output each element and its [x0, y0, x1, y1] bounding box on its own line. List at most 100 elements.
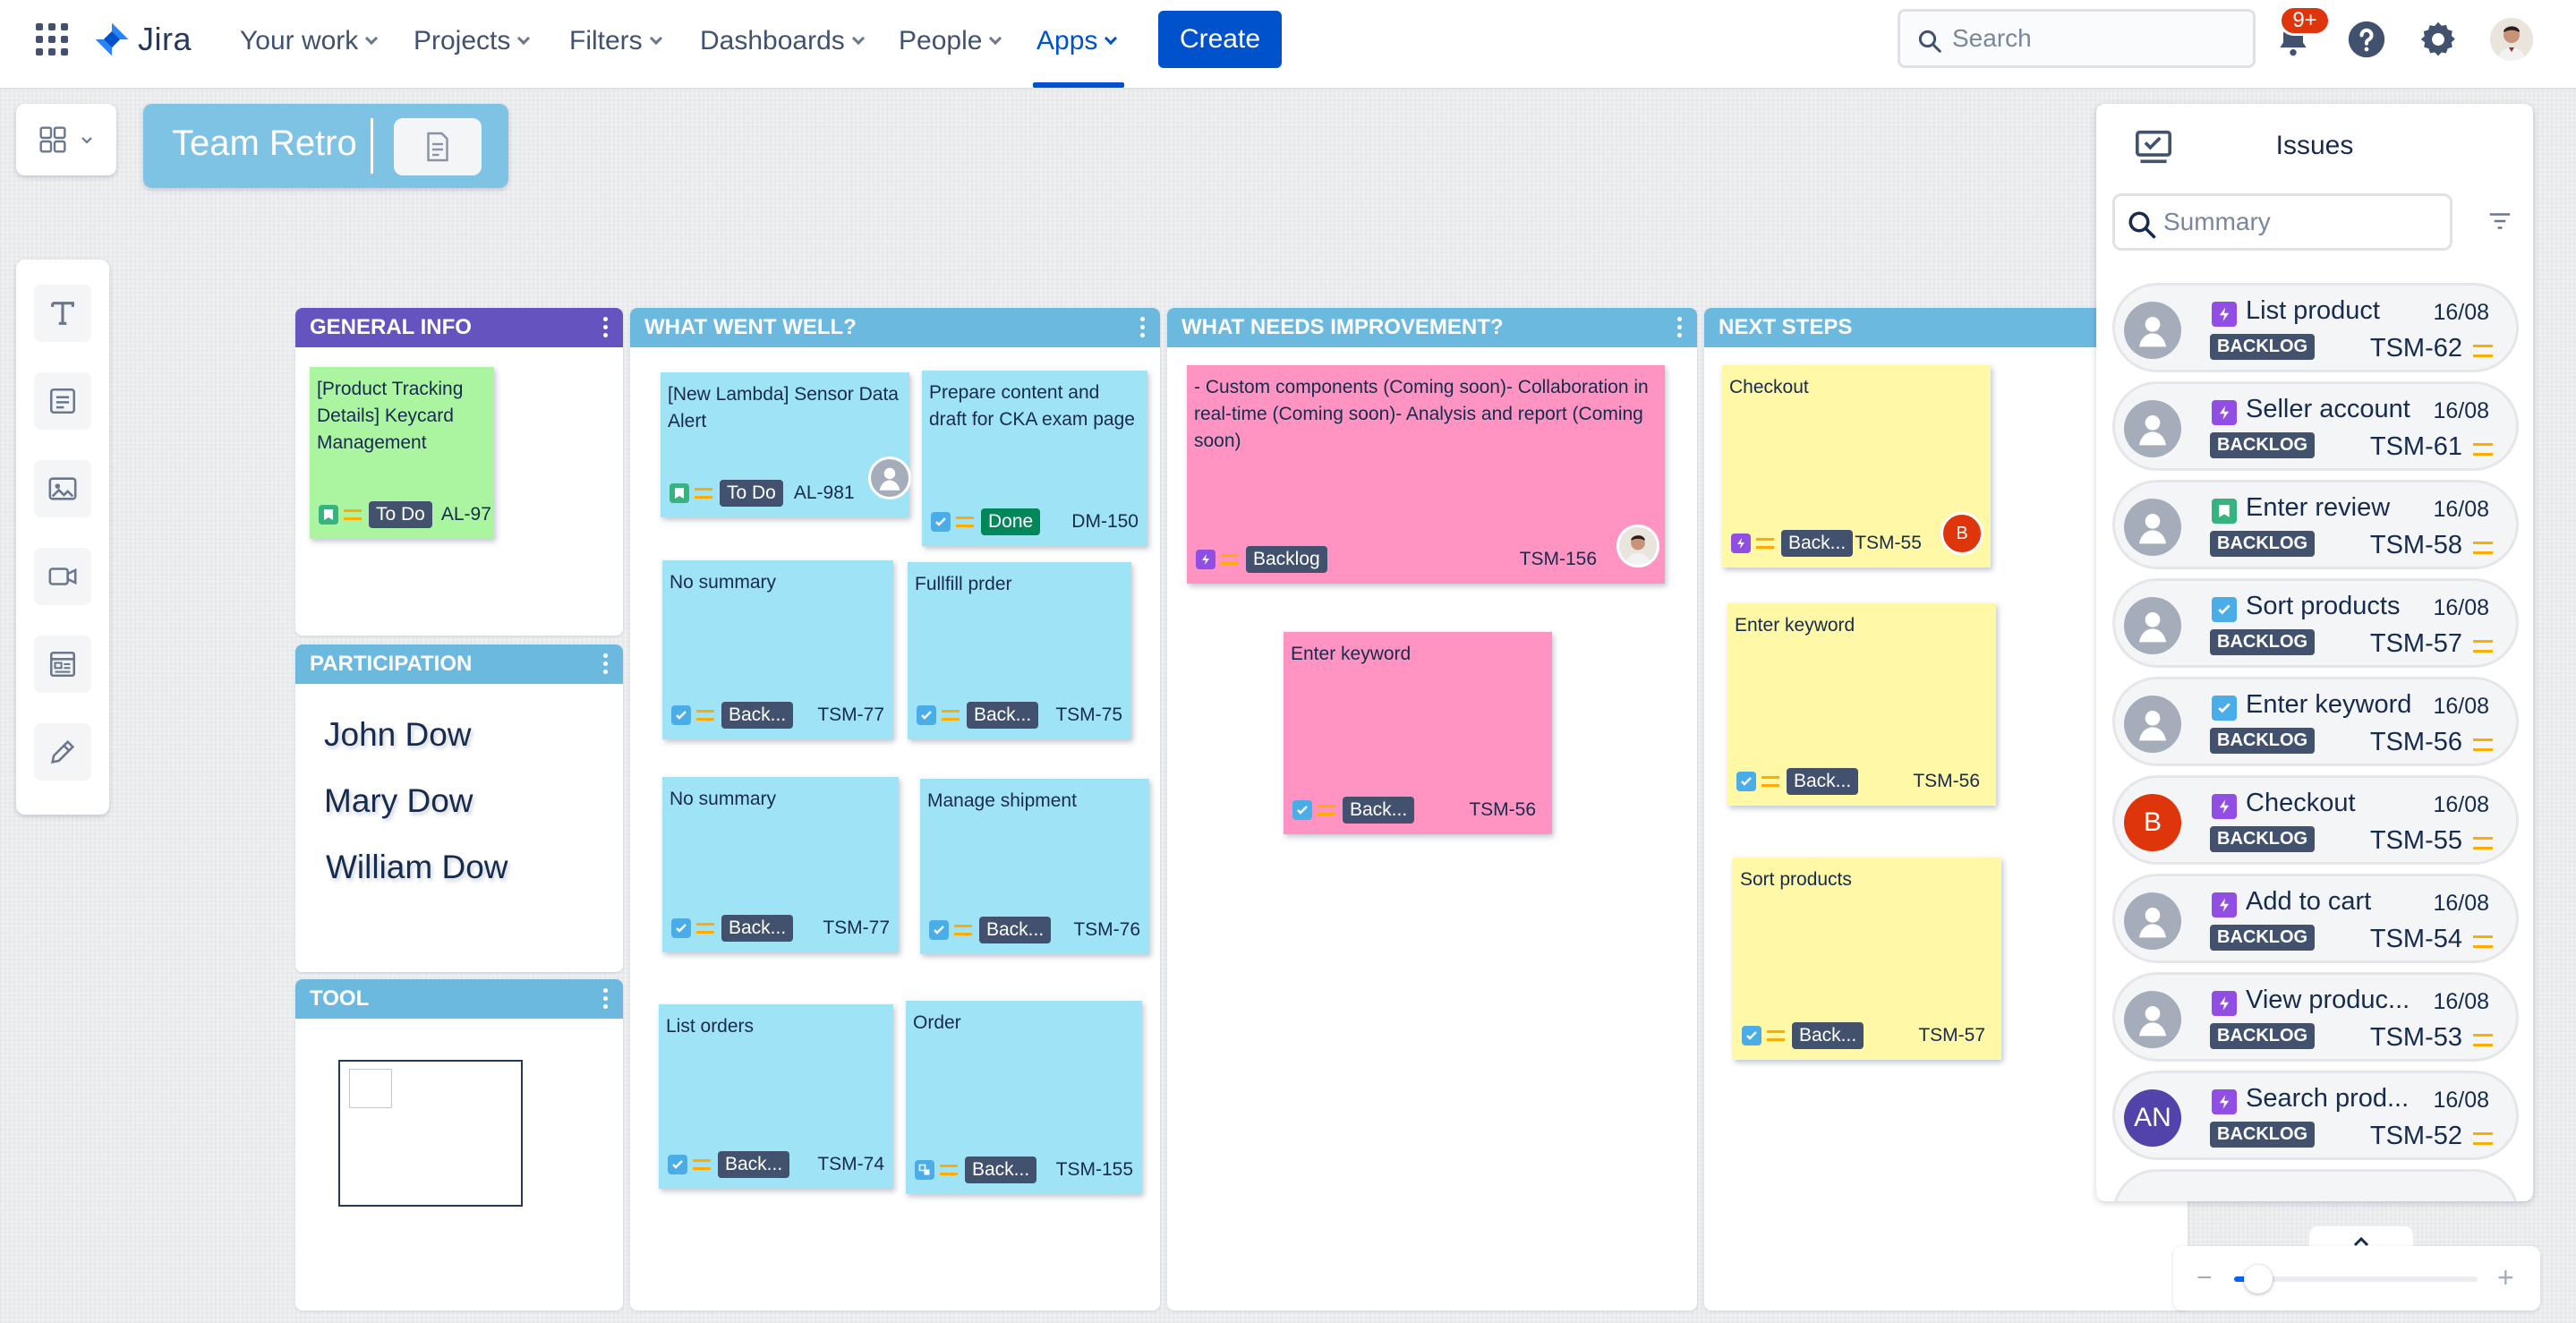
more-options-icon[interactable] — [1677, 317, 1683, 338]
text-tool-button[interactable] — [34, 285, 91, 342]
story-type-icon — [2212, 499, 2237, 524]
sticky-note[interactable]: Checkout Back... TSM-55 B — [1722, 365, 1991, 568]
more-options-icon[interactable] — [603, 653, 609, 675]
issue-summary-search-input[interactable]: Summary — [2112, 193, 2452, 251]
nav-apps[interactable]: Apps — [1036, 21, 1118, 61]
user-photo-icon — [1619, 527, 1657, 565]
issue-key: TSM-58 — [2369, 531, 2462, 559]
sticky-note[interactable]: - Custom components (Coming soon)- Colla… — [1187, 365, 1665, 584]
issue-key: TSM-156 — [1519, 549, 1597, 569]
video-tool-button[interactable] — [34, 548, 91, 605]
task-type-icon — [1742, 1026, 1761, 1046]
help-icon[interactable] — [2347, 20, 2386, 59]
issue-card[interactable]: View produc... 16/08 BACKLOG TSM-53 — [2112, 972, 2519, 1062]
sticky-note[interactable]: Order Back... TSM-155 — [906, 1001, 1142, 1194]
sticky-note[interactable]: Fullfill prder Back... TSM-75 — [908, 562, 1131, 739]
note-text: [Product Tracking Details] Keycard Manag… — [317, 379, 464, 453]
column-title: WHAT WENT WELL? — [644, 315, 857, 339]
issue-card[interactable]: Enter keyword 16/08 BACKLOG TSM-56 — [2112, 677, 2519, 766]
issue-card[interactable]: Add to cart 16/08 BACKLOG TSM-54 — [2112, 874, 2519, 963]
issue-card[interactable]: Sort products 16/08 BACKLOG TSM-57 — [2112, 578, 2519, 668]
nav-people[interactable]: People — [899, 21, 1002, 61]
nav-your-work[interactable]: Your work — [240, 21, 379, 61]
sticky-note[interactable]: [New Lambda] Sensor Data Alert To Do AL-… — [661, 372, 911, 517]
column-header: WHAT WENT WELL? — [630, 308, 1160, 347]
app-name: Jira — [138, 21, 192, 57]
issue-card[interactable]: Enter review 16/08 BACKLOG TSM-58 — [2112, 480, 2519, 569]
status-badge: Back... — [721, 702, 794, 729]
issue-summary: View produc... — [2246, 986, 2410, 1014]
issue-card[interactable]: List product 16/08 BACKLOG TSM-62 — [2112, 283, 2519, 372]
profile-avatar[interactable] — [2490, 18, 2533, 61]
status-badge: BACKLOG — [2210, 1023, 2316, 1049]
column-header: GENERAL INFO — [295, 308, 623, 347]
issue-card[interactable]: Seller account 16/08 BACKLOG TSM-61 — [2112, 381, 2519, 471]
filter-icon[interactable] — [2486, 209, 2513, 233]
zoom-slider[interactable] — [2234, 1265, 2478, 1293]
app-switcher-icon[interactable] — [36, 23, 68, 55]
note-footer: Back... TSM-76 — [929, 917, 1140, 943]
more-options-icon[interactable] — [603, 317, 609, 338]
assignee-avatar: B — [2124, 794, 2181, 851]
note-footer: Back... TSM-77 — [671, 702, 884, 729]
title-divider — [371, 118, 373, 174]
document-icon — [427, 132, 448, 162]
sticky-note[interactable]: Sort products Back... TSM-57 — [1733, 858, 2001, 1060]
column-what-needs-improvement: WHAT NEEDS IMPROVEMENT? - Custom compone… — [1167, 308, 1697, 1310]
sticky-note[interactable]: List orders Back... TSM-74 — [659, 1004, 893, 1189]
jira-logo[interactable]: Jira — [93, 20, 192, 59]
pen-tool-button[interactable] — [34, 723, 91, 781]
assignee-avatar: AN — [2124, 1089, 2181, 1147]
task-type-icon — [2212, 597, 2237, 622]
template-tool-button[interactable] — [34, 636, 91, 693]
search-placeholder: Search — [1952, 24, 2032, 52]
search-placeholder: Summary — [2163, 208, 2271, 235]
priority-medium-icon — [956, 516, 974, 527]
more-options-icon[interactable] — [1140, 317, 1146, 338]
sticky-note[interactable]: Prepare content and draft for CKA exam p… — [922, 371, 1147, 546]
nav-projects[interactable]: Projects — [414, 21, 531, 61]
assignee-avatar — [2124, 696, 2181, 753]
issue-card[interactable]: AN Search prod... 16/08 BACKLOG TSM-52 — [2112, 1071, 2519, 1160]
sticky-note[interactable]: Enter keyword Back... TSM-56 — [1727, 603, 1996, 806]
issue-date: 16/08 — [2433, 398, 2489, 423]
board-document-button[interactable] — [394, 118, 482, 175]
embedded-frame-thumbnail[interactable] — [338, 1060, 523, 1207]
sticky-note[interactable]: Enter keyword Back... TSM-56 — [1284, 632, 1552, 834]
note-text: Sort products — [1740, 869, 1852, 890]
view-switcher-button[interactable] — [16, 104, 116, 175]
status-badge: To Do — [369, 501, 432, 528]
sticky-note[interactable]: [Product Tracking Details] Keycard Manag… — [310, 367, 494, 539]
status-badge: Back... — [967, 702, 1039, 729]
issue-date: 16/08 — [2433, 497, 2489, 522]
assignee-avatar — [2124, 400, 2181, 457]
sticky-note[interactable]: Manage shipment Back... TSM-76 — [920, 779, 1149, 954]
image-tool-button[interactable] — [34, 460, 91, 517]
sticky-note-tool-button[interactable] — [34, 372, 91, 430]
issue-card[interactable] — [2112, 1169, 2519, 1201]
nav-label: Projects — [414, 26, 511, 55]
issue-key: TSM-55 — [1855, 533, 1922, 553]
issue-key: DM-150 — [1071, 511, 1139, 532]
zoom-out-icon[interactable]: − — [2196, 1263, 2213, 1293]
column-tool: TOOL — [295, 979, 623, 1310]
sticky-note[interactable]: No summary Back... TSM-77 — [662, 560, 893, 739]
column-header: WHAT NEEDS IMPROVEMENT? — [1167, 308, 1697, 347]
priority-medium-icon — [696, 710, 714, 721]
zoom-in-icon[interactable]: + — [2497, 1261, 2514, 1293]
nav-filters[interactable]: Filters — [569, 21, 662, 61]
zoom-slider-thumb[interactable] — [2244, 1265, 2273, 1293]
participant-name: John Dow — [324, 716, 472, 753]
status-badge: BACKLOG — [2210, 826, 2316, 852]
nav-dashboards[interactable]: Dashboards — [700, 21, 865, 61]
global-search-input[interactable]: Search — [1898, 9, 2256, 68]
assignee-avatar — [868, 457, 911, 499]
note-text: Fullfill prder — [915, 574, 1012, 594]
sticky-note[interactable]: No summary Back... TSM-77 — [662, 777, 899, 952]
avatar-initials: B — [2143, 807, 2162, 837]
more-options-icon[interactable] — [603, 988, 609, 1010]
priority-medium-icon — [344, 509, 362, 520]
issue-card[interactable]: B Checkout 16/08 BACKLOG TSM-55 — [2112, 775, 2519, 865]
create-button[interactable]: Create — [1158, 11, 1282, 68]
settings-gear-icon[interactable] — [2418, 20, 2458, 59]
